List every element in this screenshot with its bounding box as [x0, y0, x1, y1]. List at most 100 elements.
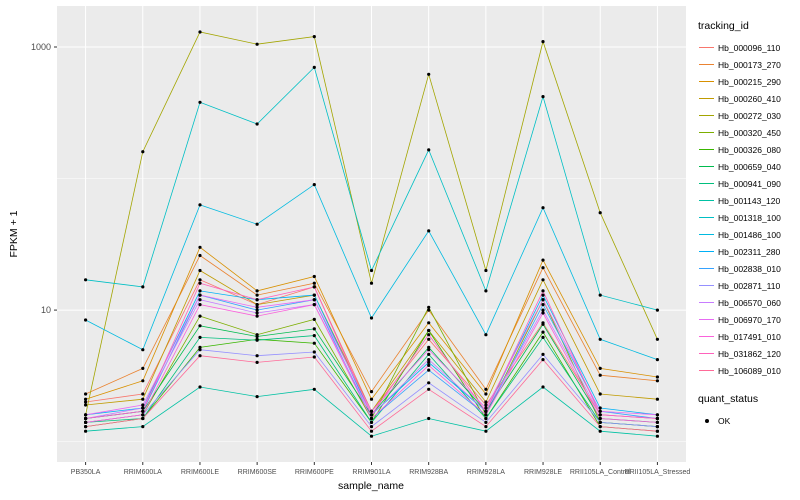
- data-point: [198, 314, 202, 318]
- data-point: [84, 429, 88, 433]
- data-point: [598, 420, 602, 424]
- data-point: [598, 373, 602, 377]
- legend-item-Hb_006970_170: Hb_006970_170: [698, 311, 798, 328]
- data-point: [141, 366, 145, 370]
- data-point: [255, 303, 259, 307]
- legend-key-line-icon: [698, 311, 715, 328]
- tracking-id-legend-title: tracking_id: [698, 20, 749, 32]
- data-point: [655, 420, 660, 424]
- data-point: [427, 381, 431, 385]
- data-point: [312, 303, 316, 307]
- x-tick-label: RRIM928BA: [409, 469, 448, 476]
- x-tick-label: RRII105LA_Control: [570, 469, 631, 476]
- data-point: [427, 305, 431, 309]
- data-point: [84, 403, 88, 407]
- data-point: [255, 305, 259, 309]
- data-point: [141, 403, 145, 407]
- series-color-line-icon: [699, 318, 714, 320]
- data-point: [655, 379, 660, 383]
- x-tick-label: RRIM600LA: [124, 469, 162, 476]
- data-point: [84, 413, 88, 417]
- data-point: [255, 338, 259, 342]
- legend-key-line-icon: [698, 243, 715, 260]
- y-tick-label: 10: [41, 305, 51, 315]
- legend-item-label: Hb_000260_410: [718, 93, 781, 104]
- legend-item-Hb_000941_090: Hb_000941_090: [698, 175, 798, 192]
- data-point: [427, 363, 431, 367]
- x-tick-label: RRIM600PE: [295, 469, 334, 476]
- data-point: [427, 358, 431, 362]
- series-color-line-icon: [699, 250, 714, 252]
- legend-item-Hb_000173_270: Hb_000173_270: [698, 56, 798, 73]
- legend-item-Hb_000659_040: Hb_000659_040: [698, 158, 798, 175]
- quant-status-legend-title: quant_status: [698, 393, 759, 405]
- legend-key-line-icon: [698, 192, 715, 209]
- legend-item-Hb_000260_410: Hb_000260_410: [698, 90, 798, 107]
- data-point: [541, 308, 545, 312]
- data-point: [541, 293, 545, 297]
- data-point: [427, 321, 431, 325]
- data-point: [369, 425, 374, 429]
- data-point: [598, 293, 602, 297]
- data-point: [141, 348, 145, 352]
- legend-item-label: OK: [718, 415, 731, 426]
- data-point: [369, 390, 374, 394]
- legend-key-line-icon: [698, 260, 715, 277]
- legend-item-label: Hb_031862_120: [718, 348, 781, 359]
- data-point: [484, 406, 488, 410]
- data-point: [541, 95, 545, 99]
- data-point: [198, 268, 202, 273]
- data-point: [198, 293, 202, 297]
- data-point: [541, 258, 545, 262]
- legend-item-Hb_031862_120: Hb_031862_120: [698, 345, 798, 362]
- series-color-line-icon: [699, 233, 714, 235]
- legend-key-line-icon: [698, 73, 715, 90]
- data-point: [655, 308, 660, 312]
- series-color-line-icon: [699, 267, 714, 269]
- data-point: [198, 30, 202, 34]
- legend-item-label: Hb_001143_120: [718, 195, 781, 206]
- data-point: [427, 348, 431, 352]
- data-point: [427, 360, 431, 364]
- legend-item-label: Hb_000326_080: [718, 144, 781, 155]
- data-point: [255, 42, 259, 46]
- data-point: [369, 416, 374, 421]
- legend-item-label: Hb_001318_100: [718, 212, 781, 223]
- legend-item-ok: OK: [698, 412, 798, 429]
- data-point: [541, 289, 545, 293]
- data-point: [84, 416, 88, 421]
- data-point: [484, 268, 488, 273]
- legend-item-label: Hb_000659_040: [718, 161, 781, 172]
- data-point: [84, 318, 88, 322]
- legend-item-Hb_001318_100: Hb_001318_100: [698, 209, 798, 226]
- data-point: [141, 409, 145, 413]
- y-tick-label: 1000: [31, 42, 51, 52]
- series-color-line-icon: [699, 80, 714, 82]
- data-point: [598, 406, 602, 410]
- data-point: [598, 366, 602, 370]
- data-point: [541, 303, 545, 307]
- data-point: [255, 293, 259, 297]
- legend-item-Hb_002311_280: Hb_002311_280: [698, 243, 798, 260]
- data-point: [484, 392, 488, 396]
- data-point: [198, 289, 202, 293]
- data-point: [369, 281, 374, 285]
- data-point: [312, 285, 316, 289]
- series-color-line-icon: [699, 369, 714, 371]
- legend-key-line-icon: [698, 345, 715, 362]
- legend-item-Hb_006570_060: Hb_006570_060: [698, 294, 798, 311]
- data-point: [312, 183, 316, 187]
- data-point: [312, 293, 316, 297]
- data-point: [598, 392, 602, 396]
- series-color-line-icon: [699, 63, 714, 65]
- data-point: [541, 266, 545, 270]
- data-point: [541, 385, 545, 389]
- data-point: [655, 429, 660, 433]
- data-point: [484, 387, 488, 391]
- data-point: [141, 150, 145, 154]
- data-point: [141, 416, 145, 421]
- data-point: [84, 278, 88, 282]
- data-point: [141, 425, 145, 429]
- legend-item-Hb_000096_110: Hb_000096_110: [698, 39, 798, 56]
- legend-item-Hb_000272_030: Hb_000272_030: [698, 107, 798, 124]
